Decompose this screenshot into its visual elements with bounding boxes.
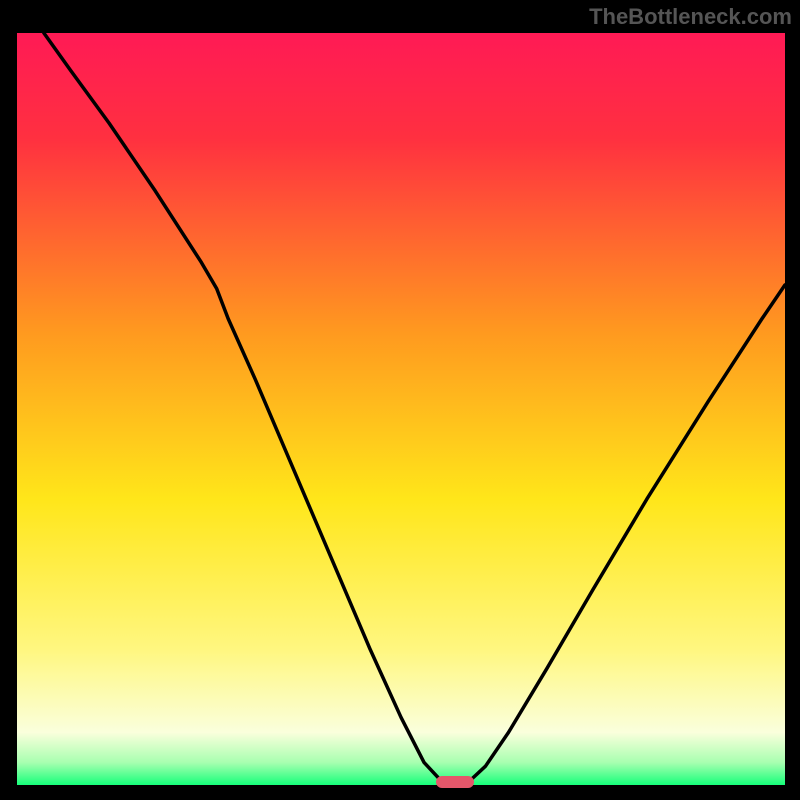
bottleneck-curve — [17, 33, 785, 785]
chart-canvas: TheBottleneck.com — [0, 0, 800, 800]
plot-area — [17, 33, 785, 785]
optimum-marker — [436, 776, 474, 788]
watermark-text: TheBottleneck.com — [589, 4, 792, 30]
